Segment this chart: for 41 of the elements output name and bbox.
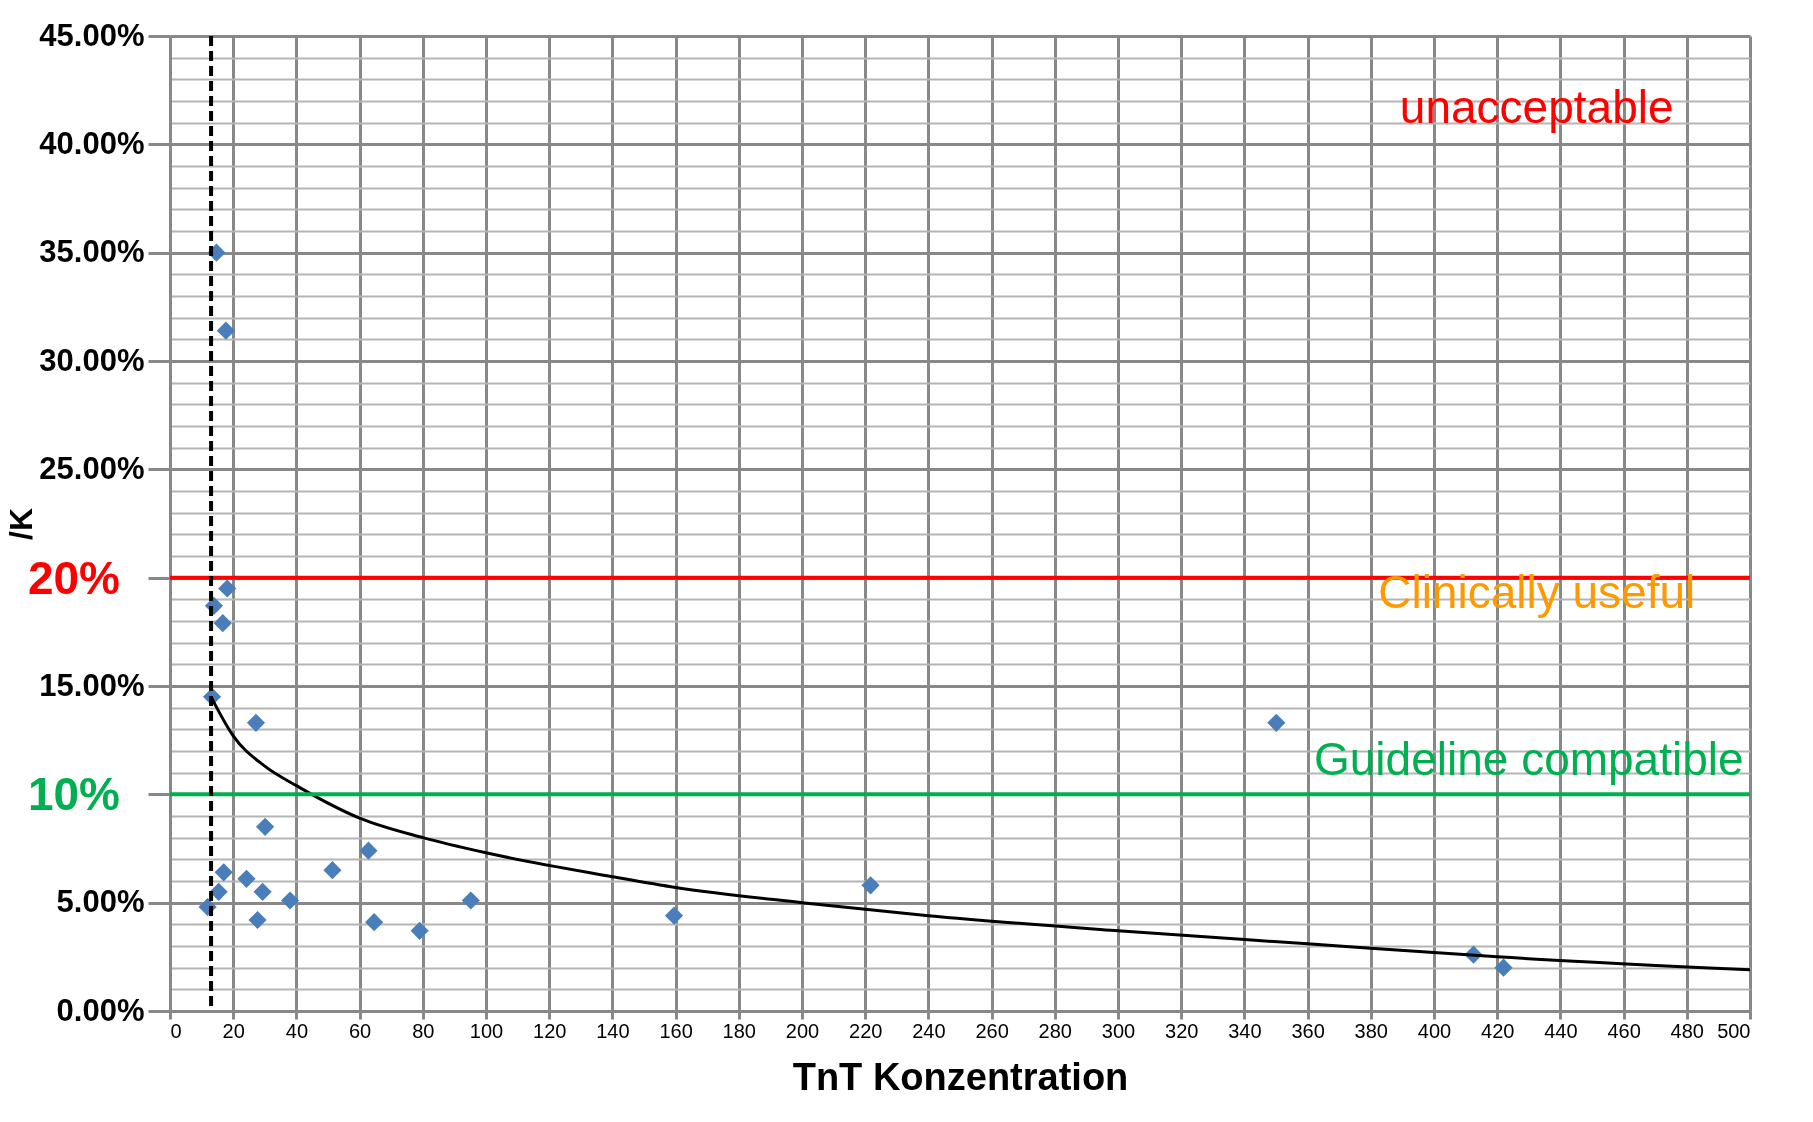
x-tick-label: 400 [1417, 1019, 1452, 1042]
x-tick-label: 60 [348, 1019, 372, 1042]
x-tick-label: 300 [1101, 1019, 1136, 1042]
y-tick-label: 25.00% [39, 450, 145, 486]
x-tick-label: 460 [1607, 1019, 1641, 1042]
y-tick-label: 40.00% [39, 125, 145, 161]
x-tick-label: 440 [1544, 1019, 1578, 1042]
y-tick-label: 15.00% [39, 667, 145, 703]
y-tick-label: 45.00% [39, 17, 145, 53]
x-axis-title: TnT Konzentration [792, 1055, 1129, 1098]
x-tick-label: 0 [170, 1019, 182, 1042]
x-tick-label: 420 [1481, 1019, 1515, 1042]
x-tick-label: 180 [722, 1019, 756, 1042]
x-tick-label: 80 [412, 1019, 435, 1042]
x-tick-label: 220 [849, 1019, 883, 1042]
x-tick-label: 200 [785, 1019, 820, 1042]
x-tick-label: 500 [1717, 1019, 1751, 1042]
y-axis-title: /K [3, 508, 40, 540]
x-tick-label: 360 [1291, 1019, 1325, 1042]
ref-line-label: 20% [27, 551, 120, 604]
x-tick-label: 340 [1228, 1019, 1262, 1042]
x-tick-label: 120 [533, 1019, 567, 1042]
ref-line-label: 10% [27, 768, 120, 821]
annotation: unacceptable [1399, 81, 1674, 134]
x-tick-label: 140 [596, 1019, 630, 1042]
annotation: Clinically useful [1378, 565, 1696, 618]
x-tick-label: 380 [1354, 1019, 1388, 1042]
x-tick-label: 320 [1165, 1019, 1199, 1042]
x-tick-label: 260 [975, 1019, 1009, 1042]
y-tick-label: 0.00% [56, 992, 145, 1028]
x-tick-label: 160 [659, 1019, 693, 1042]
y-tick-label: 35.00% [39, 234, 145, 270]
annotation: Guideline compatible [1314, 733, 1744, 786]
x-tick-label: 100 [469, 1019, 504, 1042]
y-tick-label: 5.00% [56, 884, 145, 920]
x-tick-label: 480 [1670, 1019, 1704, 1042]
x-tick-label: 280 [1038, 1019, 1072, 1042]
x-tick-label: 20 [222, 1019, 245, 1042]
x-tick-label: 40 [285, 1019, 309, 1042]
x-tick-label: 240 [912, 1019, 946, 1042]
y-tick-label: 30.00% [39, 342, 145, 378]
